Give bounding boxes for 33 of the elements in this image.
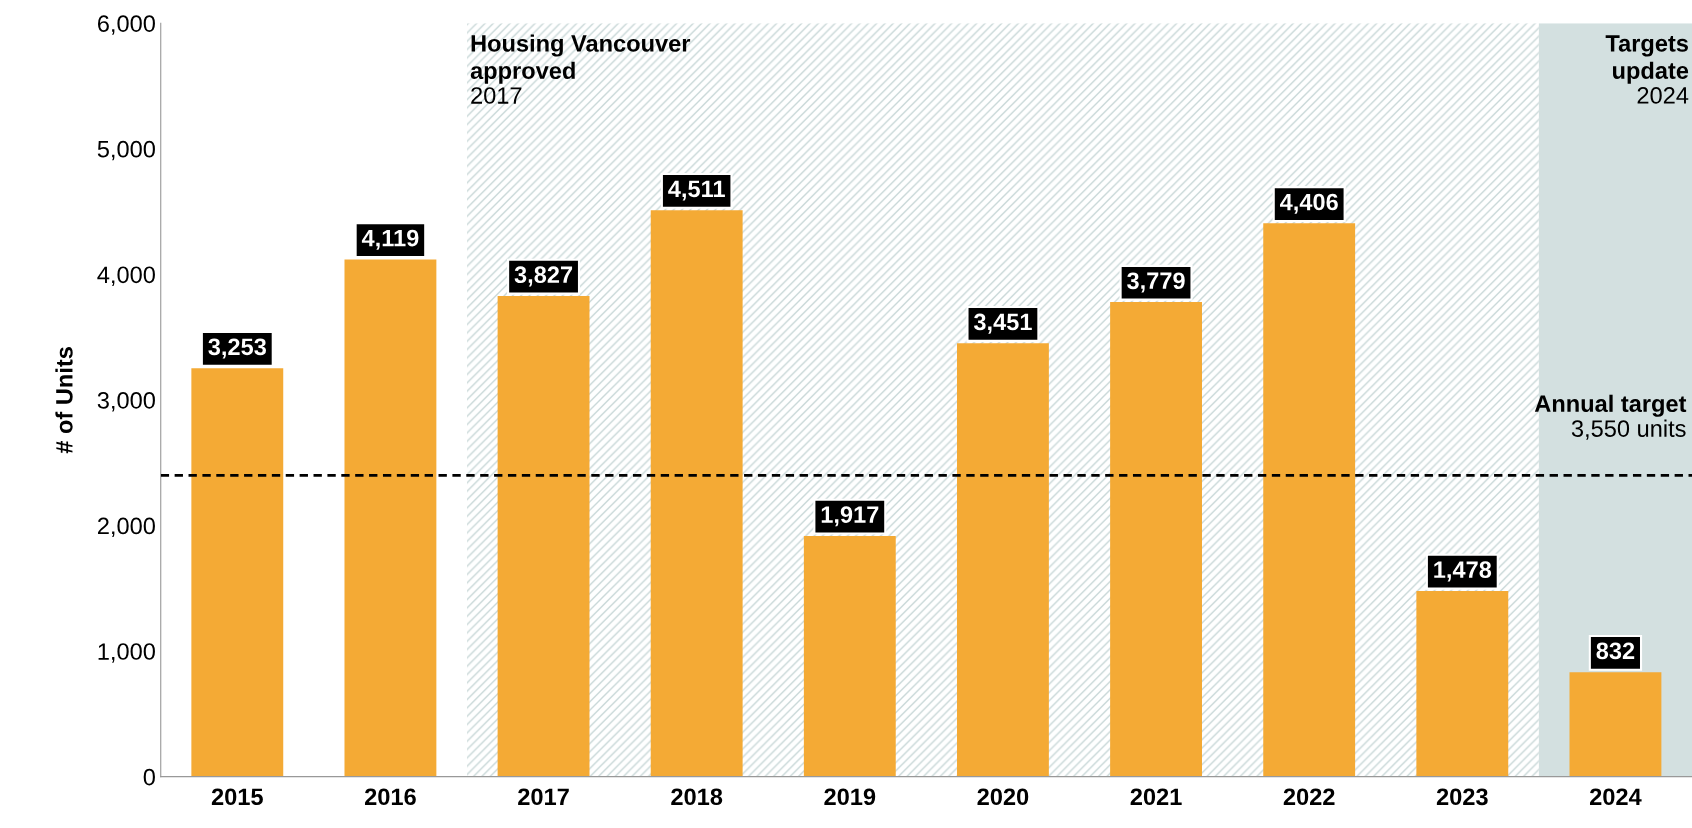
y-tick-label: 2,000 <box>97 517 155 538</box>
x-tick-label: 2024 <box>1590 788 1642 806</box>
y-tick-label: 1,000 <box>98 643 155 663</box>
y-tick-label: 3,000 <box>97 391 155 412</box>
data-label: 832 <box>1596 642 1635 660</box>
x-tick-label: 2017 <box>518 788 569 806</box>
bar <box>344 259 437 777</box>
y-tick-label: 5,000 <box>97 140 155 161</box>
y-axis-title: # of Units <box>55 347 73 454</box>
bar <box>191 368 284 777</box>
data-label: 4,119 <box>361 229 419 250</box>
data-label: 1,478 <box>1434 561 1492 582</box>
data-label: 3,779 <box>1127 272 1185 293</box>
x-tick-label: 2022 <box>1283 788 1335 806</box>
ref-line-label: Annual target 3,550 units <box>1534 394 1687 440</box>
x-tick-label: 2021 <box>1130 788 1182 806</box>
data-label: 3,253 <box>208 338 266 359</box>
data-label: 3,451 <box>973 313 1032 334</box>
band-label: Targets update 2024 <box>1605 35 1689 104</box>
data-label: 3,827 <box>514 266 573 287</box>
y-tick-label: 0 <box>143 768 155 786</box>
data-label: 1,917 <box>821 506 879 527</box>
x-tick-label: 2019 <box>824 788 876 806</box>
x-tick-label: 2020 <box>977 788 1029 806</box>
x-tick-label: 2018 <box>671 788 723 806</box>
data-label: 4,511 <box>668 180 725 201</box>
x-tick-label: 2015 <box>211 788 263 806</box>
band-label: Housing Vancouver approved 2017 <box>470 34 691 104</box>
y-tick-label: 4,000 <box>97 266 155 286</box>
x-tick-label: 2023 <box>1436 788 1488 806</box>
data-label: 4,406 <box>1280 193 1338 214</box>
y-tick-label: 6,000 <box>98 15 155 35</box>
x-tick-label: 2016 <box>364 788 416 806</box>
